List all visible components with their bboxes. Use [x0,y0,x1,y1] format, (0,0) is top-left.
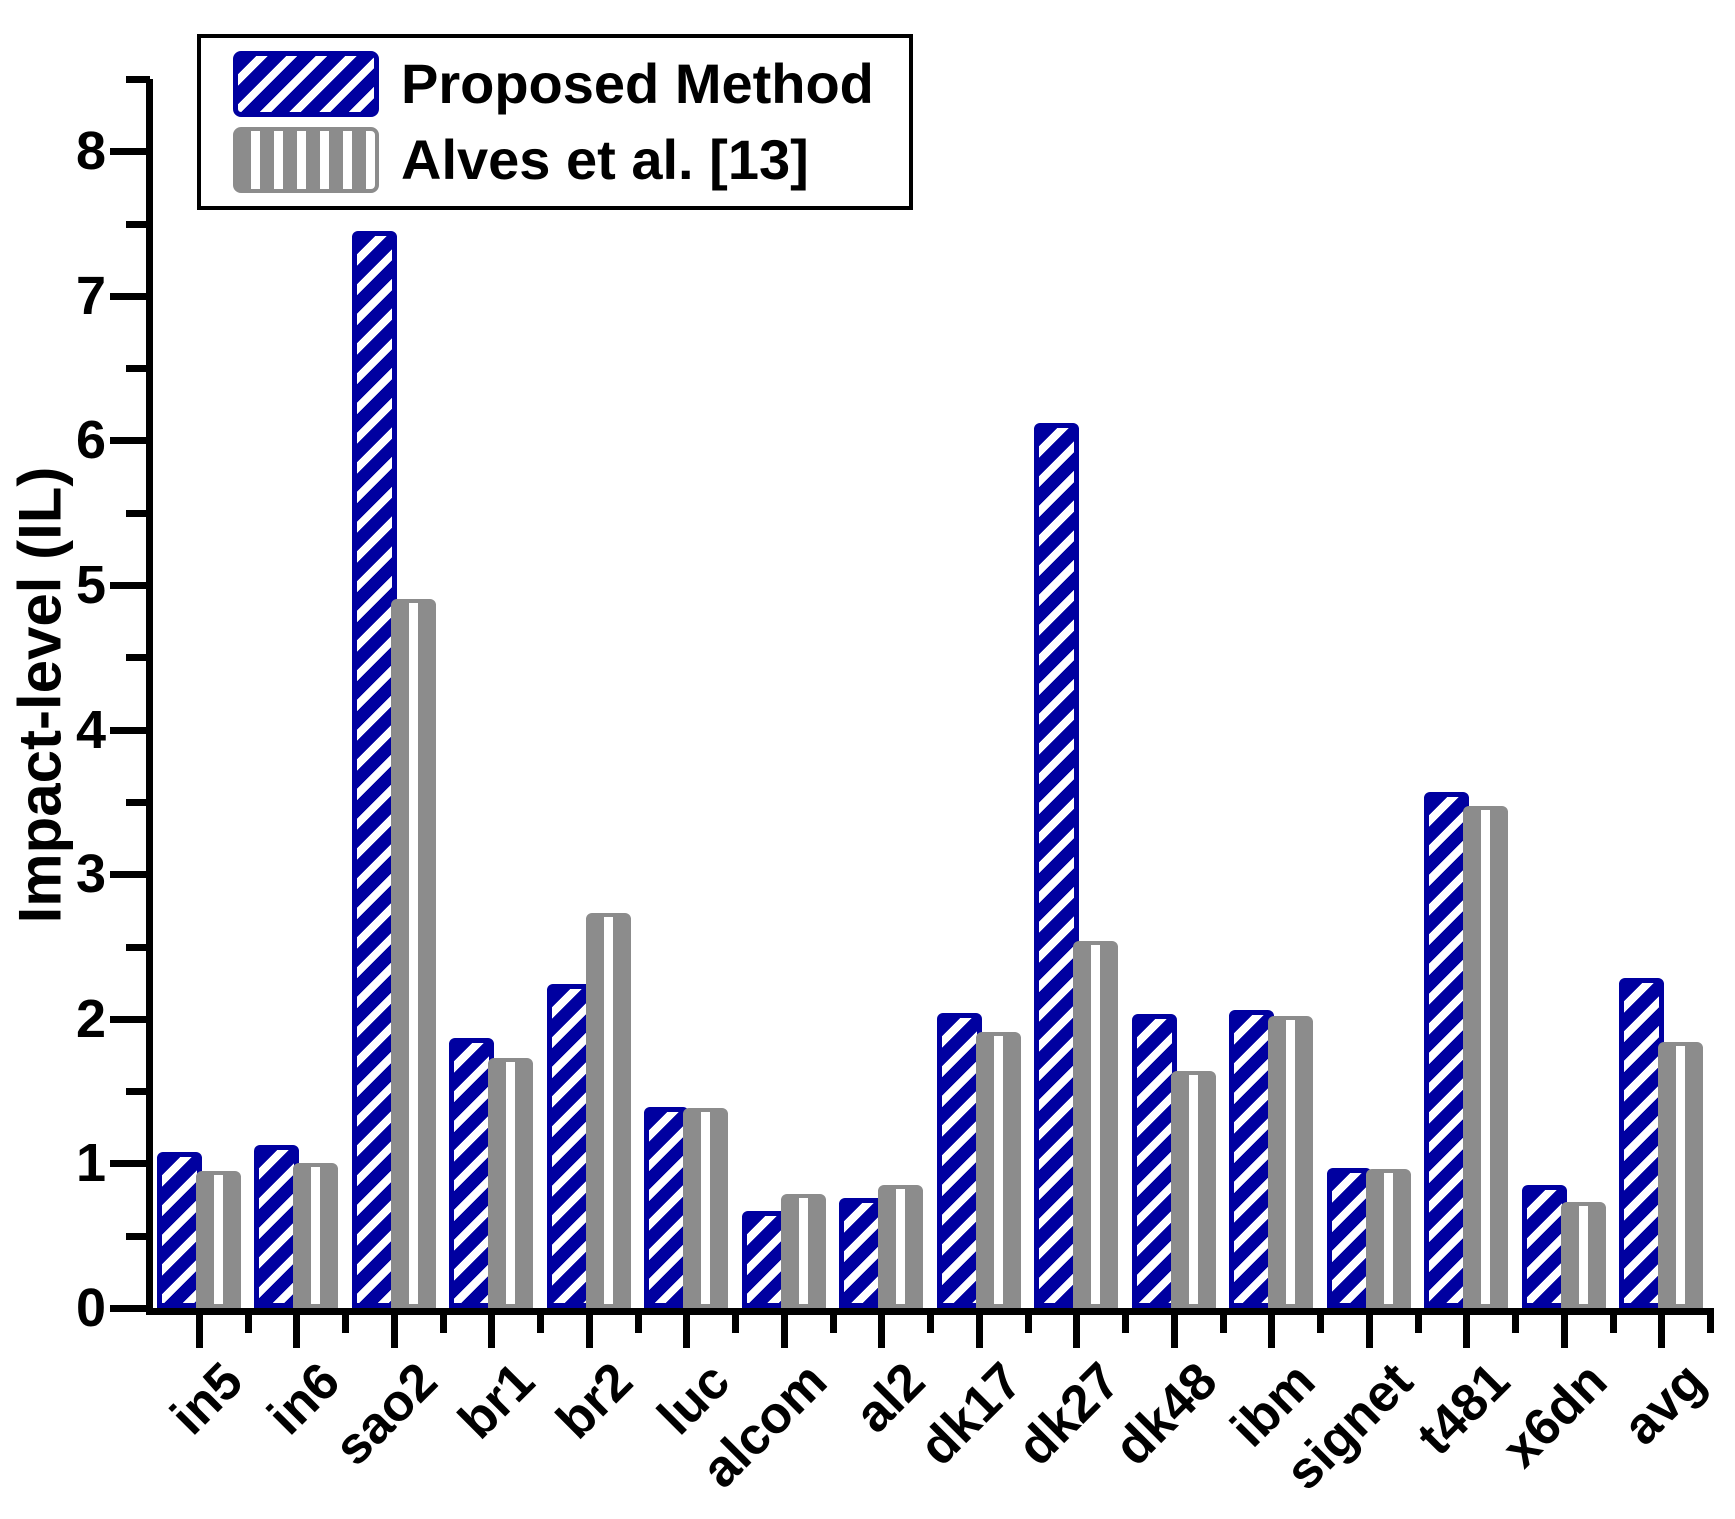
x-major-tick-sao2 [390,1308,398,1348]
x-major-tick-alcom [780,1308,788,1348]
y-major-tick-1 [110,1160,150,1168]
x-major-tick-dk27 [1073,1308,1081,1348]
y-minor-tick-4.5 [126,654,150,662]
y-tick-label-6: 6 [75,410,106,471]
y-major-tick-0 [110,1305,150,1312]
x-major-tick-t481 [1463,1308,1471,1348]
x-minor-tick-12 [1317,1308,1324,1333]
legend-label-proposed-method: Proposed Method [401,52,874,115]
x-minor-tick-2 [342,1308,349,1333]
bar-alves-br2 [585,913,631,1308]
y-major-tick-6 [110,437,150,445]
x-tick-label-in5: in5 [159,1351,254,1447]
x-minor-tick-9 [1024,1308,1032,1333]
x-minor-tick-7 [829,1308,837,1333]
bar-proposed-dk27 [1034,423,1080,1308]
y-tick-label-7: 7 [75,265,106,326]
x-minor-tick-13 [1414,1308,1422,1333]
y-minor-tick-3.5 [126,798,150,806]
y-minor-tick-2.5 [126,943,150,951]
y-major-tick-4 [110,726,150,734]
y-major-tick-5 [110,582,150,589]
y-tick-label-3: 3 [75,844,106,905]
x-tick-label-x6dn: x6dn [1491,1351,1619,1479]
bar-alves-dk48 [1170,1070,1216,1308]
bar-alves-in6 [293,1163,339,1308]
bar-alves-dk27 [1073,940,1119,1308]
y-axis-line [146,79,153,1315]
bar-alves-al2 [878,1185,924,1308]
x-major-tick-luc [683,1308,691,1348]
x-minor-tick-3 [439,1308,447,1333]
y-major-tick-3 [110,871,150,879]
y-tick-label-8: 8 [75,121,106,182]
legend-item-proposed-method: Proposed Method [233,51,909,117]
x-tick-label-br1: br1 [447,1351,547,1451]
y-tick-label-4: 4 [75,699,106,760]
x-tick-label-br2: br2 [545,1351,644,1451]
x-minor-tick-15 [1609,1308,1617,1333]
y-tick-label-0: 0 [75,1278,106,1338]
bar-alves-x6dn [1560,1202,1606,1308]
bar-alves-avg [1658,1041,1704,1308]
bar-alves-alcom [780,1193,826,1308]
legend-swatch-proposed-method [233,51,379,117]
legend-swatch-alves [233,127,379,193]
x-tick-label-avg: avg [1611,1351,1717,1457]
bar-alves-sao2 [390,599,436,1308]
bar-alves-dk17 [975,1031,1021,1308]
x-minor-tick-14 [1512,1308,1519,1333]
x-major-tick-signet [1365,1308,1373,1348]
x-major-tick-dk17 [975,1308,983,1348]
y-minor-tick-5.5 [126,509,150,517]
x-major-tick-ibm [1268,1308,1276,1348]
x-minor-tick-10 [1122,1308,1129,1333]
x-minor-tick-11 [1219,1308,1227,1333]
x-tick-label-dk27: dk27 [1006,1351,1132,1477]
bar-alves-luc [683,1108,729,1308]
x-major-tick-avg [1658,1308,1666,1348]
bar-proposed-avg [1619,978,1665,1308]
x-major-tick-br1 [488,1308,496,1348]
x-minor-tick-16 [1707,1308,1714,1333]
y-minor-tick-1.5 [126,1088,150,1096]
bar-alves-signet [1365,1169,1411,1308]
legend: Proposed Method Alves et al. [13] [197,34,913,210]
y-tick-label-1: 1 [75,1133,106,1194]
x-major-tick-in6 [293,1308,301,1348]
y-minor-tick-8.5 [126,75,150,83]
x-major-tick-in5 [195,1308,203,1348]
bar-alves-t481 [1463,806,1509,1308]
x-major-tick-al2 [878,1308,886,1348]
y-major-tick-7 [110,292,150,300]
x-tick-label-dk48: dk48 [1103,1351,1229,1477]
bar-alves-br1 [488,1057,534,1308]
y-tick-label-5: 5 [75,555,106,615]
bar-alves-ibm [1268,1015,1314,1308]
bar-alves-in5 [195,1170,241,1308]
x-minor-tick-4 [537,1308,544,1333]
legend-item-alves: Alves et al. [13] [233,127,909,193]
x-minor-tick-1 [244,1308,252,1333]
y-minor-tick-6.5 [126,365,150,373]
x-major-tick-dk48 [1170,1308,1178,1348]
y-major-tick-2 [110,1015,150,1023]
x-minor-tick-6 [732,1308,739,1333]
x-tick-label-sao2: sao2 [323,1351,449,1477]
y-tick-label-2: 2 [75,988,106,1049]
x-major-tick-x6dn [1560,1308,1568,1348]
y-minor-tick-0.5 [126,1232,150,1240]
x-minor-tick-5 [634,1308,642,1333]
x-tick-label-dk17: dk17 [908,1351,1034,1477]
y-major-tick-8 [110,148,150,156]
y-minor-tick-7.5 [126,220,150,228]
x-minor-tick-8 [927,1308,934,1333]
x-major-tick-br2 [585,1308,593,1348]
legend-label-alves: Alves et al. [13] [401,128,809,191]
